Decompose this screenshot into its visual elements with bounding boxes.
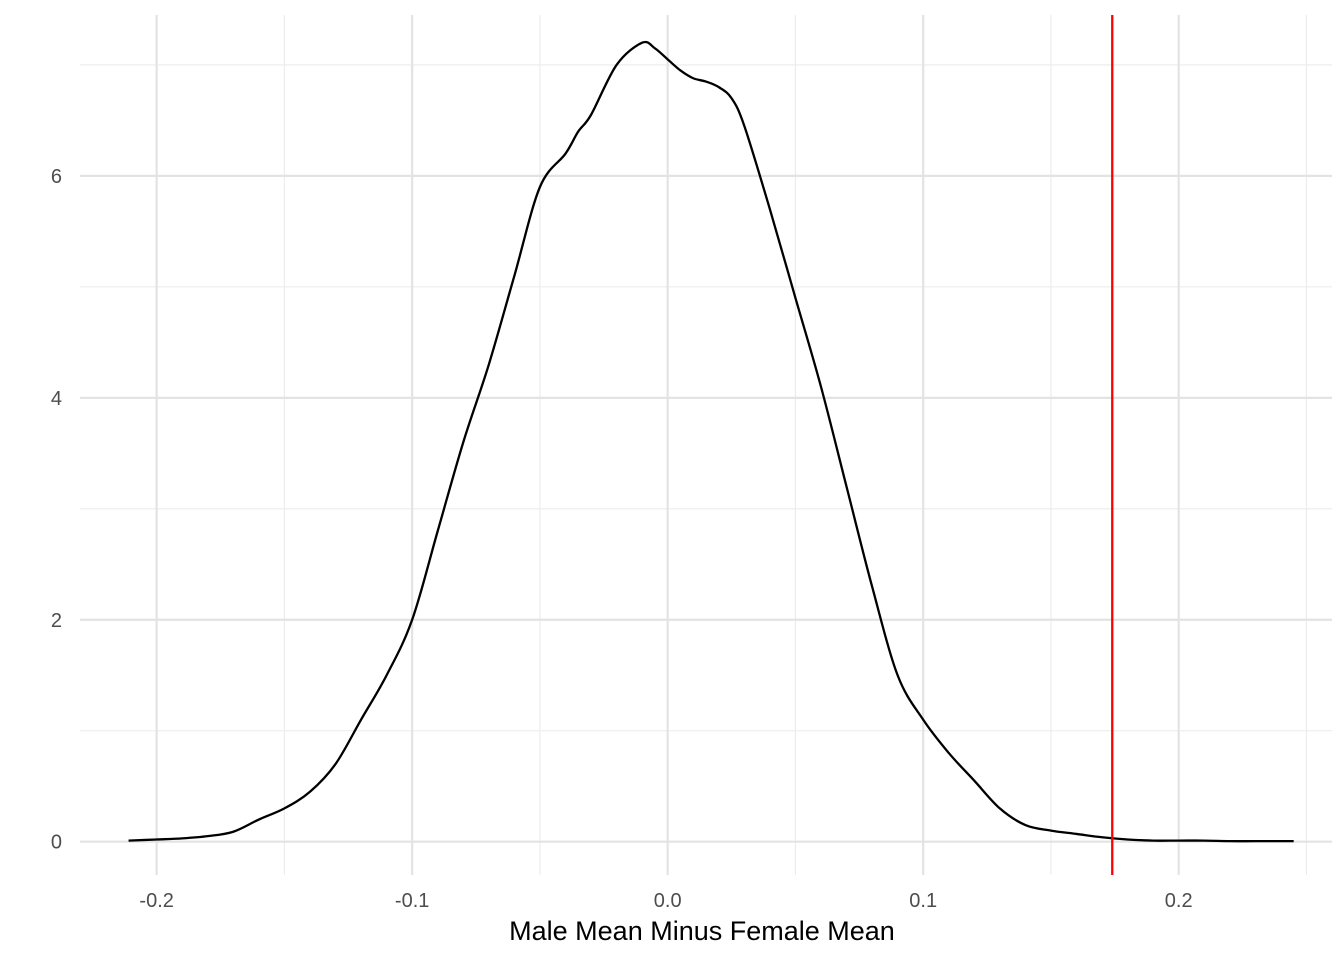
y-tick-label: 4 <box>51 388 62 410</box>
y-tick-label: 0 <box>51 832 62 854</box>
x-tick-label: 0.0 <box>654 890 682 912</box>
x-tick-label: 0.2 <box>1165 890 1193 912</box>
y-tick-label: 6 <box>51 166 62 188</box>
minor-gridlines <box>80 15 1332 875</box>
y-tick-label: 2 <box>51 610 62 632</box>
x-axis-tick-labels: -0.2 -0.1 0.0 0.1 0.2 <box>139 890 1192 912</box>
x-tick-label: -0.1 <box>395 890 429 912</box>
x-axis-title: Male Mean Minus Female Mean <box>509 916 895 946</box>
major-gridlines <box>80 15 1332 875</box>
x-tick-label: 0.1 <box>909 890 937 912</box>
y-axis-tick-labels: 0 2 4 6 <box>51 166 62 854</box>
x-tick-label: -0.2 <box>139 890 173 912</box>
density-curve <box>128 40 1294 843</box>
series-layer <box>128 40 1294 843</box>
